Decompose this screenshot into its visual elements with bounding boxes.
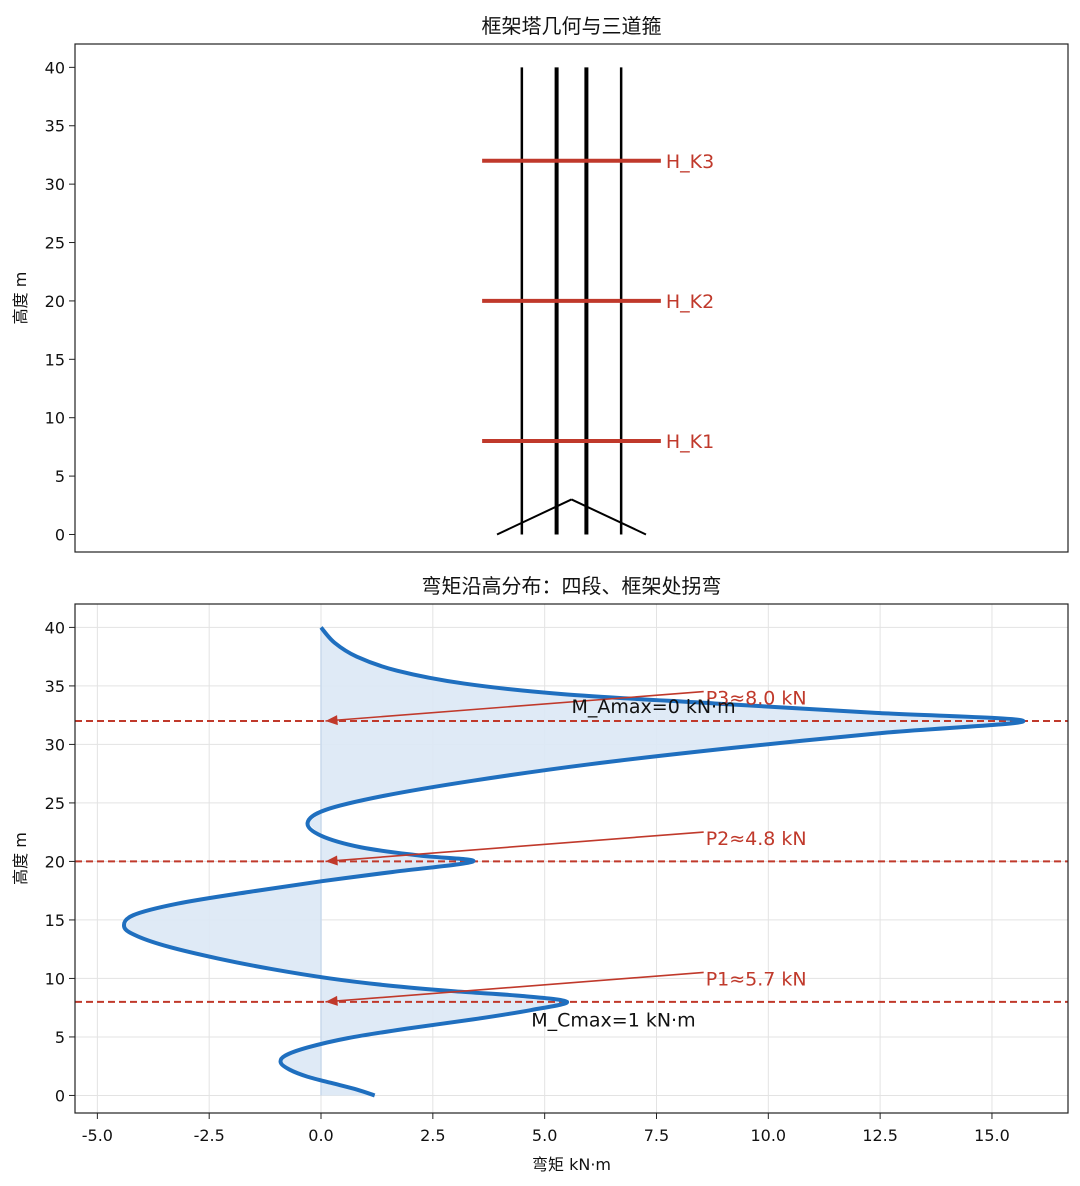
annotation-label: P2≈4.8 kN <box>706 828 807 850</box>
x-tick-label: 12.5 <box>862 1126 898 1145</box>
x-tick-label: 0.0 <box>308 1126 333 1145</box>
x-tick-label: 5.0 <box>532 1126 557 1145</box>
hoop-label: H_K1 <box>666 431 714 453</box>
moment-chart-title: 弯矩沿高分布：四段、框架处拐弯 <box>422 574 722 598</box>
x-tick-label: -5.0 <box>82 1126 113 1145</box>
tower-y-axis-label: 高度 m <box>11 272 30 325</box>
tower-plot-area: 0 5 10 15 20 25 30 35 40 H_K1 H_K2 H_K3 <box>45 43 1069 553</box>
y-tick-label: 40 <box>45 58 65 77</box>
moment-curve <box>122 626 1026 1098</box>
annotation-label: P3≈8.0 kN <box>706 688 807 710</box>
y-tick-label: 15 <box>45 911 65 930</box>
moment-distribution-axes: 弯矩沿高分布：四段、框架处拐弯 高度 m 弯矩 kN·m P1≈5.7 kN P2… <box>11 574 1069 1174</box>
x-tick-label: -2.5 <box>194 1126 225 1145</box>
y-tick-label: 20 <box>45 292 65 311</box>
y-tick-label: 0 <box>55 525 65 544</box>
tower-chart-title: 框架塔几何与三道箍 <box>482 14 662 38</box>
annotation-arrow <box>325 690 704 722</box>
tower-base-brace <box>571 498 647 536</box>
y-tick-label: 30 <box>45 735 65 754</box>
annotation-arrowhead <box>325 855 338 866</box>
tower-plot-frame <box>74 43 1069 553</box>
moment-plot-frame <box>74 603 1069 1114</box>
y-tick-label: 40 <box>45 618 65 637</box>
y-tick-label: 5 <box>55 467 65 486</box>
y-tick-label: 35 <box>45 117 65 136</box>
annotation-arrow <box>325 831 704 863</box>
y-tick-label: 15 <box>45 350 65 369</box>
annotation-arrowhead <box>325 995 338 1006</box>
hoop-label: H_K2 <box>666 291 714 313</box>
y-tick-label: 10 <box>45 969 65 988</box>
moment-x-axis-label: 弯矩 kN·m <box>532 1155 611 1174</box>
x-tick-label: 15.0 <box>974 1126 1010 1145</box>
y-tick-label: 25 <box>45 234 65 253</box>
annotation-label: P1≈5.7 kN <box>706 968 807 990</box>
y-tick-label: 20 <box>45 852 65 871</box>
y-tick-label: 30 <box>45 175 65 194</box>
y-tick-label: 10 <box>45 409 65 428</box>
moment-fill-area <box>124 627 1024 1096</box>
annotation-arrow <box>325 971 704 1003</box>
x-tick-label: 10.0 <box>750 1126 786 1145</box>
tower-geometry-axes: 框架塔几何与三道箍 高度 m 0 5 10 15 20 25 30 35 40 H_K1 H_K2 H… <box>11 14 1069 553</box>
moment-y-axis-label: 高度 m <box>11 832 30 885</box>
x-tick-label: 7.5 <box>644 1126 669 1145</box>
y-tick-label: 0 <box>55 1086 65 1105</box>
tower-base-brace <box>496 498 572 536</box>
annotation-arrowhead <box>325 715 338 726</box>
hoop-label: H_K3 <box>666 151 714 173</box>
y-tick-label: 5 <box>55 1028 65 1047</box>
x-tick-label: 2.5 <box>420 1126 445 1145</box>
annotation-label: M_Amax=0 kN·m <box>572 696 736 718</box>
moment-plot-area: P1≈5.7 kN P2≈4.8 kN P3≈8.0 kNM_Amax=0 kN·m… <box>45 603 1069 1145</box>
annotation-label: M_Cmax=1 kN·m <box>531 1009 695 1031</box>
y-tick-label: 35 <box>45 677 65 696</box>
y-tick-label: 25 <box>45 794 65 813</box>
